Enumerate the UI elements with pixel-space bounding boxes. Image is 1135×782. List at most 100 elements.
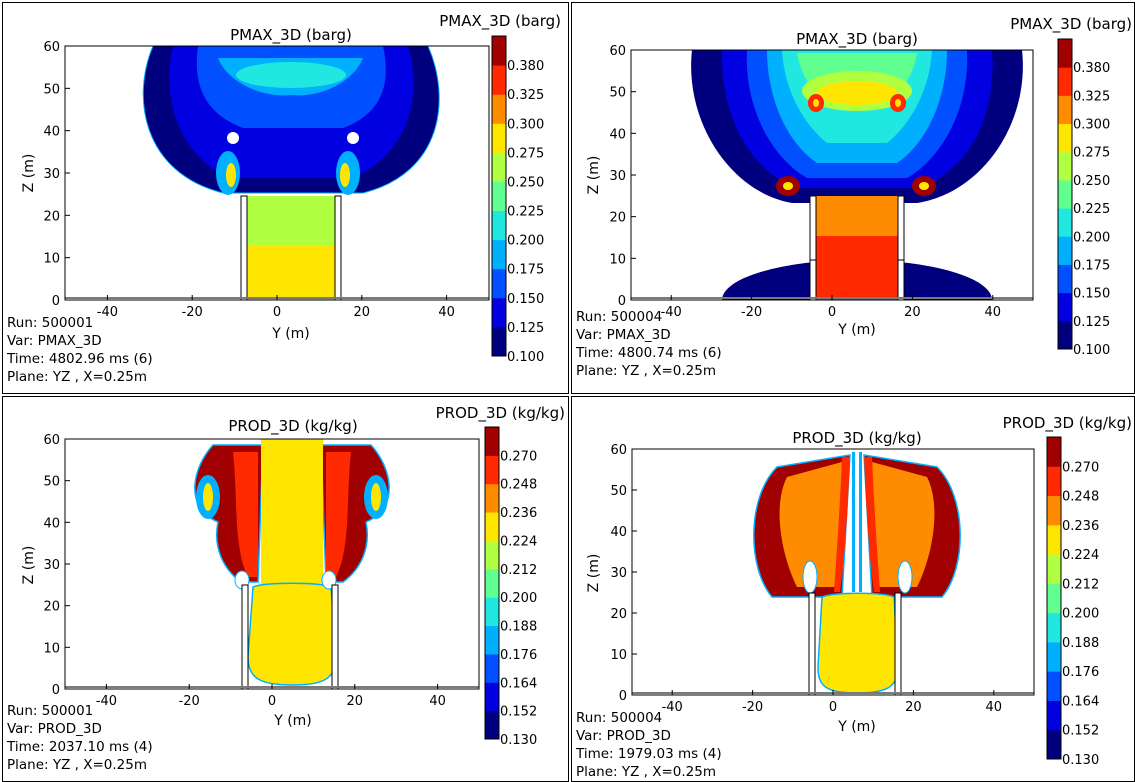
colorbar-level-label: 0.152 xyxy=(1062,724,1099,739)
colorbar-level-label: 0.125 xyxy=(507,321,544,336)
colorbar-band xyxy=(485,710,499,740)
colorbar-level-label: 0.150 xyxy=(1073,287,1110,302)
y-axis-label: Z (m) xyxy=(21,154,37,193)
colorbar-level-label: 0.200 xyxy=(1073,230,1110,245)
y-tick-label: 10 xyxy=(43,252,60,267)
colorbar-band xyxy=(1058,67,1072,96)
prod-plot-500001: -40 -20 0 20 40 0 10 20 30 40 50 60 PROD_3D (kg/kg)… xyxy=(21,404,565,748)
x-tick-label: 20 xyxy=(354,305,371,320)
colorbar-band xyxy=(1058,179,1072,209)
colorbar-band xyxy=(1058,292,1072,322)
colorbar-band xyxy=(492,65,506,95)
colorbar-level-label: 0.236 xyxy=(500,506,537,521)
colorbar-band xyxy=(1047,612,1061,643)
contour-field xyxy=(632,452,1034,695)
y-tick-label: 10 xyxy=(610,648,627,663)
y-tick-label: 40 xyxy=(609,127,626,142)
colorbar-band xyxy=(1047,641,1061,672)
colorbar-level-label: 0.164 xyxy=(1062,694,1099,709)
colorbar-band xyxy=(485,682,499,712)
plot-panel-prod-run-500001: -40 -20 0 20 40 0 10 20 30 40 50 60 PROD_3D (kg/kg)… xyxy=(2,396,569,782)
colorbar-band xyxy=(492,181,506,212)
colorbar-level-label: 0.236 xyxy=(1062,519,1099,534)
x-tick-label: -20 xyxy=(179,694,200,709)
x-tick-label: -20 xyxy=(742,700,763,715)
colorbar-band xyxy=(485,427,499,456)
colorbar-band xyxy=(485,483,499,513)
run-info: Run: 500001 Var: PMAX_3D Time: 4802.96 m… xyxy=(7,314,153,386)
var-label: Var: PMAX_3D xyxy=(576,327,671,343)
colorbar-level-label: 0.380 xyxy=(507,59,544,74)
y-tick-label: 50 xyxy=(43,475,60,490)
y-tick-label: 60 xyxy=(609,44,626,59)
y-tick-label: 60 xyxy=(43,40,60,55)
x-tick-label: 20 xyxy=(904,305,921,320)
colorbar-level-label: 0.212 xyxy=(500,563,537,578)
run-label: Run: 500004 xyxy=(576,309,663,325)
plot-panel-pmax-run-500001: -40 -20 0 20 40 0 10 20 30 40 50 60 PMAX_3D (barg) … xyxy=(2,2,569,394)
y-tick-label: 20 xyxy=(610,607,627,622)
y-tick-label: 0 xyxy=(619,689,627,704)
x-axis-label: Y (m) xyxy=(837,719,876,735)
time-label: Time: 2037.10 ms (4) xyxy=(7,739,153,755)
x-tick-label: 0 xyxy=(829,700,837,715)
colorbar-level-label: 0.200 xyxy=(507,234,544,249)
plot-title: PMAX_3D (barg) xyxy=(796,30,918,49)
colorbar-level-label: 0.152 xyxy=(500,705,537,720)
y-tick-label: 30 xyxy=(610,566,627,581)
colorbar-frame xyxy=(1057,38,1073,350)
y-tick-label: 40 xyxy=(610,525,627,540)
time-label: Time: 4802.96 ms (6) xyxy=(7,351,153,367)
colorbar-frame xyxy=(484,426,500,740)
colorbar: 0.130 0.152 0.164 0.176 0.188 0.200 0.212 0.224… xyxy=(1046,436,1099,768)
colorbar-band xyxy=(492,268,506,299)
y-tick-label: 10 xyxy=(43,641,60,656)
y-tick-label: 60 xyxy=(43,433,60,448)
colorbar-band xyxy=(492,297,506,328)
colorbar-level-label: 0.248 xyxy=(1062,490,1099,505)
colorbar-band xyxy=(1058,236,1072,265)
x-tick-label: -20 xyxy=(741,305,762,320)
y-tick-label: 60 xyxy=(610,443,627,458)
y-tick-label: 20 xyxy=(43,209,60,224)
var-label: Var: PMAX_3D xyxy=(7,333,102,349)
colorbar-level-label: 0.380 xyxy=(1073,61,1110,76)
colorbar-level-label: 0.270 xyxy=(500,449,537,464)
colorbar-band xyxy=(492,94,506,124)
colorbar-level-label: 0.250 xyxy=(507,175,544,190)
colorbar-band xyxy=(485,625,499,655)
colorbar-level-label: 0.270 xyxy=(1062,460,1099,475)
plane-label: Plane: YZ , X=0.25m xyxy=(576,363,717,379)
x-tick-label: 0 xyxy=(273,305,281,320)
colorbar-band xyxy=(1047,583,1061,614)
x-tick-label: 40 xyxy=(438,305,455,320)
x-tick-label: -40 xyxy=(661,305,682,320)
x-tick-label: -40 xyxy=(96,694,117,709)
colorbar-frame xyxy=(491,35,507,357)
colorbar-title: PMAX_3D (barg) xyxy=(439,12,561,31)
contour-field xyxy=(631,50,1033,300)
colorbar-level-label: 0.188 xyxy=(1062,636,1099,651)
colorbar-band xyxy=(1047,671,1061,701)
colorbar: 0.100 0.125 0.150 0.175 0.200 0.225 0.250 0.275… xyxy=(491,35,544,365)
y-tick-label: 30 xyxy=(43,167,60,182)
plot-panel-pmax-run-500004: -40 -20 0 20 40 0 10 20 30 40 50 60 PMAX_3D (barg) … xyxy=(571,2,1135,394)
contour-field xyxy=(65,46,489,300)
colorbar-band xyxy=(485,568,499,598)
colorbar-band xyxy=(485,653,499,683)
colorbar-frame xyxy=(1046,436,1062,760)
colorbar-level-label: 0.300 xyxy=(507,117,544,132)
run-info: Run: 500001 Var: PROD_3D Time: 2037.10 m… xyxy=(7,702,153,774)
y-tick-label: 0 xyxy=(52,683,60,698)
colorbar-title: PMAX_3D (barg) xyxy=(1010,15,1132,34)
colorbar-title: PROD_3D (kg/kg) xyxy=(436,404,565,423)
x-tick-label: 20 xyxy=(905,700,922,715)
colorbar-level-label: 0.200 xyxy=(500,591,537,606)
colorbar-band xyxy=(1058,95,1072,125)
colorbar-band xyxy=(485,540,499,570)
x-tick-label: 0 xyxy=(828,305,836,320)
colorbar-level-label: 0.100 xyxy=(507,350,544,365)
run-info: Run: 500004 Var: PROD_3D Time: 1979.03 m… xyxy=(576,709,722,781)
colorbar-level-label: 0.325 xyxy=(507,88,544,103)
